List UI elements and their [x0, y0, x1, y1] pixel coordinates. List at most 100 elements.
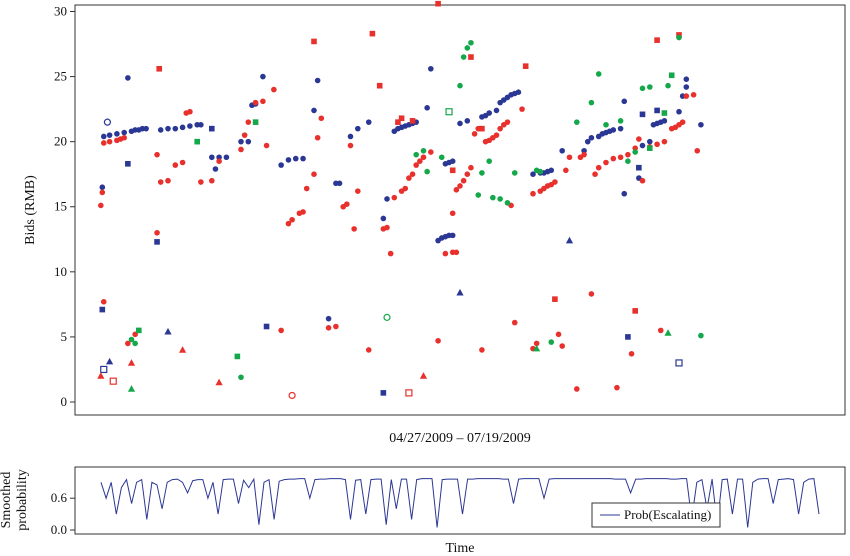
bid-point-blue-dot: [172, 125, 179, 132]
bid-point-green-circle-open: [383, 313, 391, 321]
bid-point-green-square: [661, 110, 668, 116]
bid-point-blue-square-open: [675, 359, 683, 367]
bid-point-green-dot: [413, 151, 420, 158]
bid-point-red-dot: [303, 185, 310, 192]
bid-point-blue-dot: [486, 110, 493, 116]
bid-point-blue-dot: [223, 154, 230, 161]
bid-point-blue-dot: [621, 190, 628, 197]
probability-plot-frame: [74, 466, 846, 535]
bid-point-red-dot: [179, 159, 186, 166]
bid-point-blue-dot: [584, 138, 591, 145]
bid-point-blue-dot: [457, 120, 463, 127]
bid-point-green-square: [194, 138, 200, 145]
bid-point-blue-dot: [187, 123, 193, 129]
bids-y-axis: 0 5 10 15 20 25 30: [54, 4, 75, 409]
bid-point-blue-dot: [121, 129, 127, 136]
bid-point-blue-dot: [365, 119, 372, 125]
bid-point-red-square: [449, 167, 456, 174]
bid-point-red-dot: [497, 125, 503, 132]
bid-point-green-dot: [460, 54, 467, 60]
bid-point-green-dot: [588, 99, 595, 106]
bid-point-blue-dot: [676, 108, 682, 115]
bid-point-red-dot: [566, 154, 573, 161]
bid-point-blue-dot: [260, 73, 266, 80]
bid-point-blue-dot: [198, 121, 204, 128]
bid-point-blue-circle-open: [103, 118, 112, 126]
probability-y-axis: 0.0 0.6: [51, 490, 75, 537]
bid-point-green-dot: [132, 340, 138, 347]
bid-point-red-dot: [157, 179, 164, 185]
bid-point-red-dot: [260, 98, 266, 105]
bid-point-red-dot: [402, 185, 409, 192]
bid-point-green-dot: [625, 158, 631, 164]
bid-point-red-dot: [428, 149, 434, 155]
bid-point-red-dot: [406, 175, 412, 181]
bid-point-red-dot: [165, 177, 171, 184]
bid-point-green-square: [668, 72, 675, 79]
legend: Prob(Escalating): [591, 502, 721, 528]
bids-y-tick-label: 15: [54, 199, 67, 214]
bid-point-blue-dot: [300, 155, 306, 162]
bid-point-blue-dot: [683, 76, 690, 82]
bid-point-red-dot: [453, 249, 460, 256]
bid-point-red-dot: [344, 201, 350, 207]
bid-point-red-triangle: [419, 372, 428, 379]
bid-point-blue-square: [154, 239, 160, 245]
bid-point-blue-dot: [99, 184, 106, 191]
bid-point-red-dot: [252, 99, 259, 106]
bid-point-red-dot: [347, 142, 354, 149]
bid-point-green-dot: [574, 119, 580, 125]
bid-point-red-circle-open: [288, 391, 296, 400]
bid-point-green-dot: [475, 192, 482, 198]
bid-point-green-dot: [490, 194, 496, 201]
bid-point-red-dot: [435, 338, 441, 344]
bid-point-blue-dot: [698, 121, 704, 128]
bid-point-green-dot: [424, 168, 430, 175]
bid-point-red-dot: [563, 167, 569, 174]
bid-point-red-square: [435, 0, 441, 7]
bid-point-red-dot: [574, 386, 580, 392]
bids-y-tick-label: 25: [54, 69, 67, 84]
bid-point-red-dot: [588, 291, 595, 297]
bid-point-red-dot: [657, 327, 664, 334]
bid-point-blue-dot: [238, 138, 244, 145]
bid-point-blue-square-open: [100, 365, 108, 374]
bid-point-red-dot: [530, 190, 536, 197]
bid-point-green-square-open: [445, 108, 453, 116]
bid-point-green-dot: [479, 170, 485, 176]
bid-point-red-triangle: [127, 359, 136, 366]
bid-point-red-dot: [639, 177, 646, 184]
bid-point-blue-dot: [683, 84, 690, 90]
bid-point-red-dot: [694, 147, 701, 154]
bid-point-red-dot: [552, 179, 558, 185]
bid-point-green-dot: [420, 147, 427, 154]
bid-point-red-dot: [351, 226, 357, 232]
bid-point-red-dot: [318, 115, 325, 122]
bid-point-blue-dot: [212, 166, 219, 172]
bid-point-red-dot: [493, 132, 500, 138]
bid-point-blue-dot: [347, 133, 354, 140]
bid-point-red-dot: [592, 171, 598, 178]
bid-point-green-dot: [128, 336, 135, 343]
bid-point-red-dot: [690, 92, 697, 98]
bid-point-red-dot: [460, 177, 467, 184]
bid-point-red-dot: [555, 331, 562, 338]
bid-point-blue-square: [209, 125, 215, 132]
bid-point-red-dot: [595, 164, 602, 171]
bid-point-red-dot: [387, 250, 394, 257]
bid-point-blue-dot: [285, 157, 292, 163]
bid-point-green-dot: [486, 158, 493, 164]
bid-point-green-dot: [464, 45, 471, 51]
bid-point-green-dot: [457, 82, 463, 89]
bid-point-blue-dot: [621, 98, 628, 105]
bid-point-blue-square: [125, 160, 131, 167]
bid-point-blue-dot: [216, 154, 222, 161]
bid-point-green-dot: [504, 200, 511, 206]
bid-point-blue-dot: [355, 125, 361, 132]
bid-point-red-dot: [417, 158, 423, 164]
bid-point-blue-square: [99, 306, 106, 313]
bid-point-red-dot: [154, 229, 160, 236]
bid-point-red-square: [369, 30, 376, 37]
bid-point-blue-dot: [530, 171, 536, 178]
bids-y-tick-label: 10: [54, 264, 67, 279]
